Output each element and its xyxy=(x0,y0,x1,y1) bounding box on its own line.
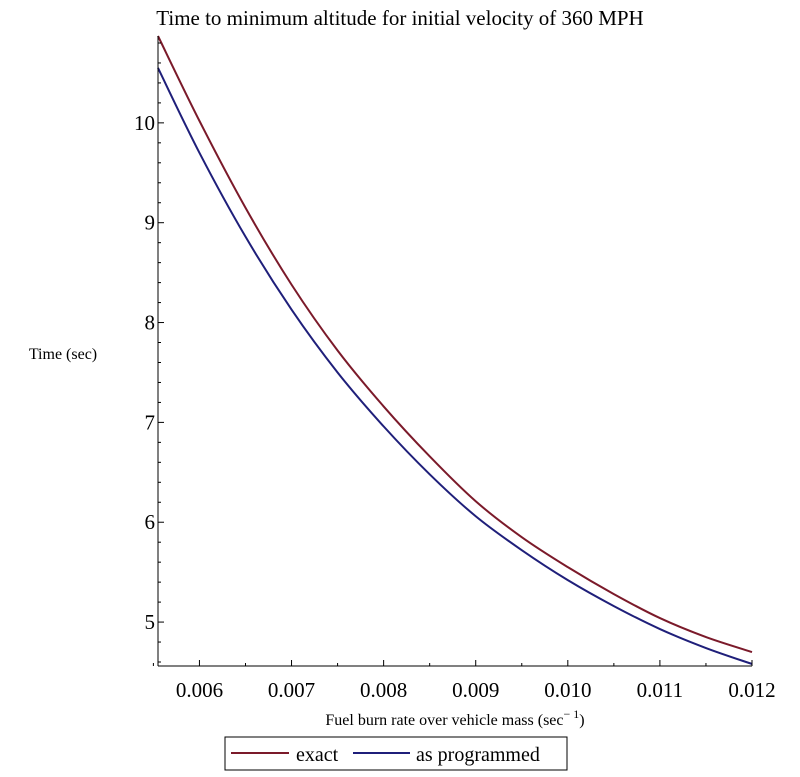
x-tick-label: 0.007 xyxy=(268,678,315,702)
x-tick-label: 0.009 xyxy=(452,678,499,702)
x-tick-label: 0.010 xyxy=(544,678,591,702)
ticks-layer: 0.006 0.007 0.008 0.009 0.010 0.011 0.012 5 6 7 8 9… xyxy=(134,42,776,702)
x-tick-label: 0.008 xyxy=(360,678,407,702)
legend: exact as programmed xyxy=(224,736,568,771)
x-tick-label: 0.006 xyxy=(176,678,223,702)
x-axis-label-close: ) xyxy=(579,712,584,729)
y-tick-label: 7 xyxy=(145,410,156,434)
x-axis-label: Fuel burn rate over vehicle mass (sec− 1… xyxy=(325,707,584,729)
x-tick-label: 0.011 xyxy=(637,678,683,702)
legend-label-as-programmed: as programmed xyxy=(416,744,540,766)
chart-title: Time to minimum altitude for initial vel… xyxy=(156,6,643,30)
x-tick-label: 0.012 xyxy=(728,678,775,702)
y-tick-label: 9 xyxy=(145,211,156,235)
series-line-exact xyxy=(157,35,753,653)
y-tick-label: 8 xyxy=(145,311,156,335)
x-axis-label-text: Fuel burn rate over vehicle mass (sec xyxy=(325,712,563,729)
y-tick-label: 5 xyxy=(145,610,156,634)
series-line-as-programmed xyxy=(157,67,753,665)
y-tick-label: 6 xyxy=(145,510,156,534)
series-layer xyxy=(157,35,753,665)
y-axis-label: Time (sec) xyxy=(29,346,97,363)
y-tick-label: 10 xyxy=(134,111,155,135)
legend-label-exact: exact xyxy=(296,744,339,766)
x-axis-label-exponent: − 1 xyxy=(564,707,580,721)
